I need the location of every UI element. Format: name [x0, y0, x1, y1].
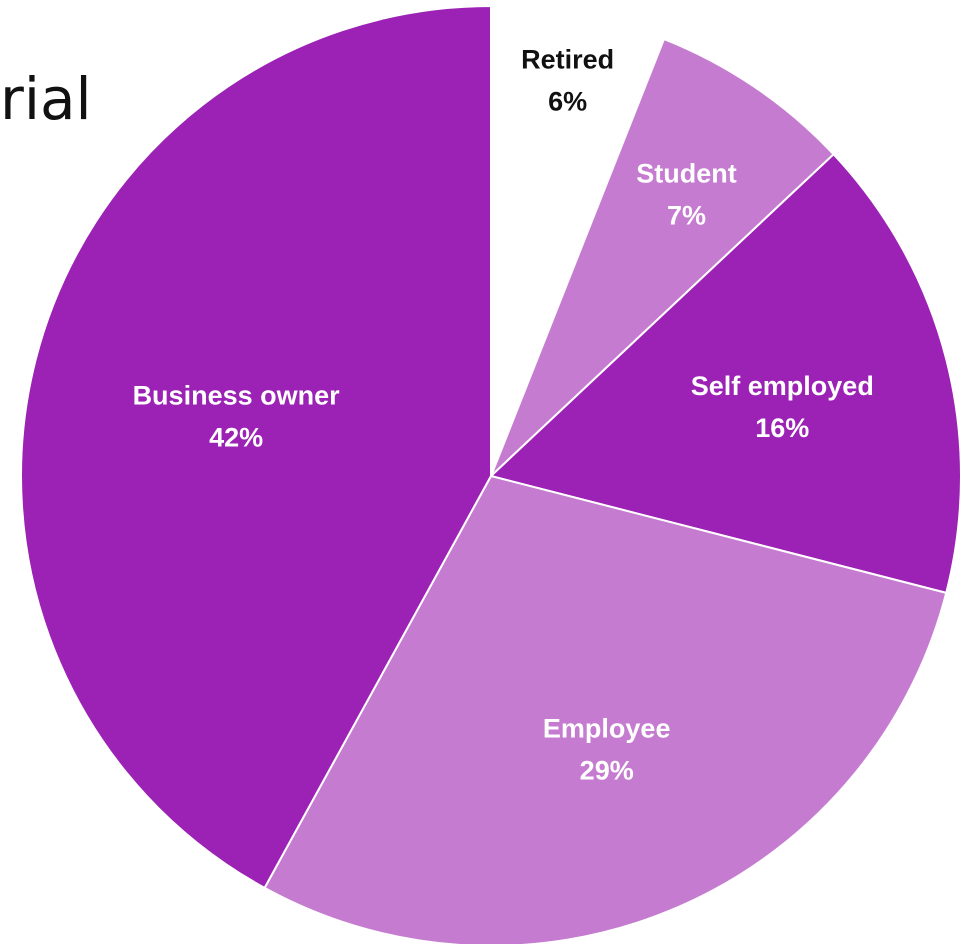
slice-self-employed: [488, 152, 962, 595]
pie-slices: [20, 4, 962, 944]
slice-label-retired: Retired: [521, 44, 614, 74]
slice-percent-student: 7%: [667, 200, 706, 230]
slice-employee: [263, 474, 948, 944]
slice-percent-employee: 29%: [580, 755, 634, 785]
title-fragment: rial: [0, 65, 92, 133]
slice-percent-business-owner: 42%: [209, 423, 263, 453]
slice-label-employee: Employee: [543, 713, 671, 743]
slice-label-self-employed: Self employed: [691, 371, 874, 401]
pie-labels: Retired 6% Student 7% Self employed 16% Employ…: [133, 44, 874, 785]
slice-student: [490, 37, 836, 477]
slice-label-business-owner: Business owner: [133, 381, 341, 411]
slice-label-student: Student: [636, 158, 737, 188]
slice-percent-retired: 6%: [548, 86, 587, 116]
slice-percent-self-employed: 16%: [755, 413, 809, 443]
slice-retired: [490, 4, 666, 477]
slice-business-owner: [20, 4, 492, 890]
